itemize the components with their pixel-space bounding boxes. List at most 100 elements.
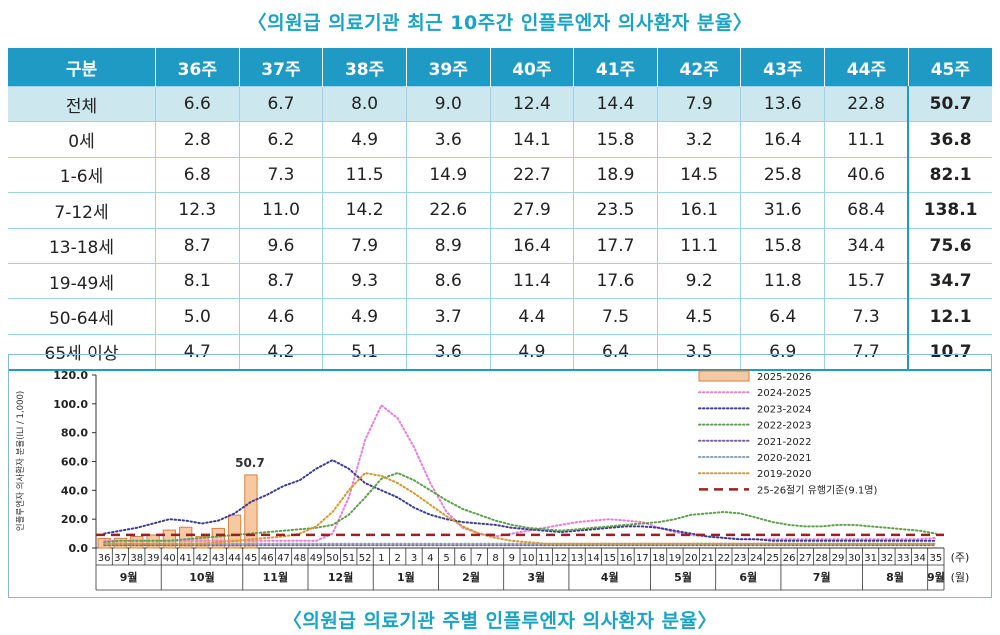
week-tick-label: 50 bbox=[326, 553, 339, 564]
table-cell: 15.8 bbox=[740, 227, 825, 264]
y-tick-label: 40.0 bbox=[61, 484, 88, 497]
table-cell: 11.0 bbox=[238, 192, 323, 229]
week-tick-label: 18 bbox=[652, 553, 665, 564]
table-cell: 8.6 bbox=[405, 262, 491, 299]
week-tick-label: 31 bbox=[864, 553, 877, 564]
week-tick-label: 11 bbox=[538, 553, 551, 564]
week-tick-label: 13 bbox=[571, 553, 584, 564]
header-week: 42주 bbox=[656, 48, 741, 87]
table-cell: 14.2 bbox=[322, 192, 407, 229]
week-tick-label: 20 bbox=[685, 553, 698, 564]
table-cell: 25.8 bbox=[740, 156, 825, 193]
table-cell: 14.5 bbox=[656, 156, 741, 193]
week-tick-label: 35 bbox=[929, 553, 942, 564]
week-tick-label: 37 bbox=[114, 553, 127, 564]
x-unit-month: (월) bbox=[951, 571, 970, 584]
table-cell: 4.2 bbox=[238, 333, 323, 372]
week-tick-label: 4 bbox=[427, 553, 433, 564]
header-week: 37주 bbox=[238, 48, 323, 87]
week-tick-label: 25 bbox=[766, 553, 779, 564]
week-tick-label: 3 bbox=[411, 553, 417, 564]
legend-label: 2023-2024 bbox=[757, 404, 812, 415]
table-cell: 4.9 bbox=[489, 333, 574, 372]
week-tick-label: 29 bbox=[832, 553, 845, 564]
week-tick-label: 16 bbox=[620, 553, 633, 564]
table-cell: 22.6 bbox=[405, 192, 491, 229]
y-tick-label: 20.0 bbox=[61, 513, 88, 526]
week-tick-label: 5 bbox=[443, 553, 449, 564]
table-cell: 15.7 bbox=[824, 262, 909, 299]
row-label: 13-18세 bbox=[8, 227, 156, 264]
header-week: 38주 bbox=[322, 48, 407, 87]
week-tick-label: 19 bbox=[669, 553, 682, 564]
month-label: 9월 bbox=[927, 570, 945, 584]
y-tick-label: 60.0 bbox=[61, 456, 88, 469]
table-cell: 4.4 bbox=[489, 298, 574, 335]
table-row: 50-64세 5.0 4.6 4.9 3.7 4.4 7.5 4.5 6.4 7.3 12.1 bbox=[8, 298, 992, 335]
week-tick-label: 33 bbox=[897, 553, 910, 564]
table-cell: 12.1 bbox=[907, 298, 992, 335]
row-label: 1-6세 bbox=[8, 156, 156, 193]
table-cell: 3.7 bbox=[405, 298, 491, 335]
table-row: 13-18세 8.7 9.6 7.9 8.9 16.4 17.7 11.1 15.8 34.4 75… bbox=[8, 227, 992, 264]
month-label: 5월 bbox=[674, 570, 692, 584]
week-tick-label: 36 bbox=[98, 553, 111, 564]
bar bbox=[244, 474, 258, 549]
month-label: 4월 bbox=[601, 570, 619, 584]
table-cell: 12.4 bbox=[489, 85, 574, 122]
table-row: 65세 이상 4.7 4.2 5.1 3.6 4.9 6.4 3.5 6.9 7.7 10.7 bbox=[8, 333, 992, 372]
week-tick-label: 6 bbox=[460, 553, 466, 564]
series-line-2024-2025 bbox=[103, 403, 937, 542]
week-tick-label: 38 bbox=[130, 553, 143, 564]
row-label: 19-49세 bbox=[8, 262, 156, 299]
week-tick-label: 21 bbox=[701, 553, 714, 564]
row-label: 65세 이상 bbox=[8, 333, 156, 372]
week-tick-label: 43 bbox=[212, 553, 225, 564]
legend-label: 25-26절기 유행기준(9.1명) bbox=[757, 483, 877, 496]
table-cell: 4.5 bbox=[656, 298, 741, 335]
table-cell: 75.6 bbox=[907, 227, 992, 264]
row-label: 7-12세 bbox=[8, 192, 156, 229]
y-tick-label: 80.0 bbox=[61, 427, 88, 440]
week-tick-label: 49 bbox=[310, 553, 323, 564]
header-week: 36주 bbox=[155, 48, 240, 87]
table-cell: 16.1 bbox=[656, 192, 741, 229]
week-tick-label: 48 bbox=[293, 553, 306, 564]
table-cell: 15.8 bbox=[573, 121, 658, 158]
table-cell: 8.0 bbox=[322, 85, 407, 122]
month-label: 7월 bbox=[813, 570, 831, 584]
table-cell: 14.1 bbox=[489, 121, 574, 158]
series-line-2022-2023 bbox=[103, 471, 937, 544]
legend-label: 2021-2022 bbox=[757, 437, 812, 448]
header-week: 45주 bbox=[907, 48, 992, 87]
table-cell: 9.2 bbox=[656, 262, 741, 299]
week-tick-label: 28 bbox=[815, 553, 828, 564]
table-cell: 17.7 bbox=[573, 227, 658, 264]
month-label: 8월 bbox=[886, 570, 904, 584]
week-tick-label: 9 bbox=[509, 553, 515, 564]
table-body: 전체 6.6 6.7 8.0 9.0 12.4 14.4 7.9 13.6 22.8 50.7 0세 2… bbox=[8, 85, 992, 372]
table-cell: 36.8 bbox=[907, 121, 992, 158]
table-cell: 138.1 bbox=[907, 192, 992, 229]
table-cell: 11.4 bbox=[489, 262, 574, 299]
month-label: 12월 bbox=[328, 570, 353, 584]
table-cell: 31.6 bbox=[740, 192, 825, 229]
month-label: 6월 bbox=[739, 570, 757, 584]
series-line-2023-2024 bbox=[103, 458, 937, 542]
influenza-table: 구분 36주 37주 38주 39주 40주 41주 42주 43주 44주 45주 전체 6.6 6.… bbox=[8, 48, 992, 372]
table-cell: 14.4 bbox=[573, 85, 658, 122]
table-cell: 6.8 bbox=[155, 156, 240, 193]
table-cell: 6.7 bbox=[238, 85, 323, 122]
table-cell: 4.9 bbox=[322, 121, 407, 158]
table-cell: 5.1 bbox=[322, 333, 407, 372]
table-cell: 7.3 bbox=[238, 156, 323, 193]
ili-chart: 인플루엔자 의사환자 분율(ILI / 1,000)120.0100.080.0… bbox=[15, 369, 970, 591]
table-cell: 14.9 bbox=[405, 156, 491, 193]
table-cell: 3.6 bbox=[405, 121, 491, 158]
table-row: 1-6세 6.8 7.3 11.5 14.9 22.7 18.9 14.5 25.8 40.6 82… bbox=[8, 156, 992, 193]
row-label: 50-64세 bbox=[8, 298, 156, 335]
week-tick-label: 44 bbox=[228, 553, 241, 564]
header-week: 43주 bbox=[740, 48, 825, 87]
table-cell: 6.2 bbox=[238, 121, 323, 158]
week-tick-label: 22 bbox=[717, 553, 730, 564]
